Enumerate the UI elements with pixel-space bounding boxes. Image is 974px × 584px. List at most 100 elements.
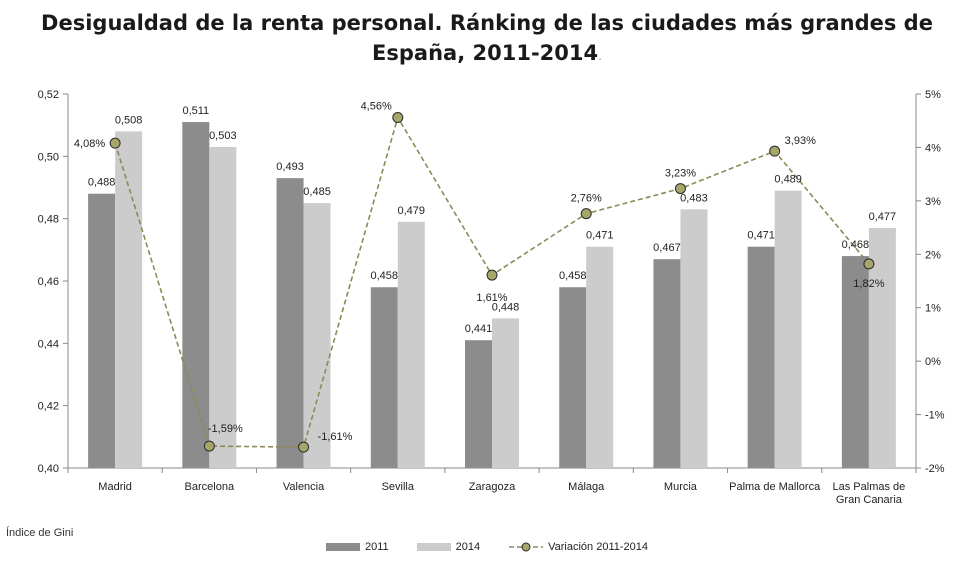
data-label-2014: 0,448 [492,301,520,313]
bar-2014 [397,221,425,468]
x-tick-label: Sevilla [382,481,415,493]
variation-point [863,258,875,270]
y-right-tick-label: 5% [925,89,941,101]
bar-2014 [303,203,331,469]
legend-variation-marker [521,542,531,552]
y-left-tick-label: 0,50 [38,151,59,163]
data-label-2011: 0,468 [842,239,870,251]
y-right-tick-label: 1% [925,303,941,315]
variation-point [580,208,592,220]
x-tick-label: Palma de Mallorca [729,481,821,493]
chart-data-labels: 0,488 0,508 0,511 0,503 0,493 0,485 0,458 0,479… [74,101,896,444]
bar-2011 [747,246,775,468]
y-left-tick-label: 0,48 [38,214,59,226]
chart-title-trail: . [598,49,602,63]
bar-2011 [653,259,681,468]
bar-2014 [492,318,519,468]
x-tick-label: Las Palmas de [833,481,906,493]
y-left-tick-label: 0,42 [38,401,59,413]
data-label-variation: -1,61% [318,431,353,443]
bar-2011 [841,256,869,468]
data-label-2011: 0,471 [747,230,775,242]
data-label-2014: 0,508 [115,114,143,126]
y-right-tick-label: -2% [925,463,945,475]
x-tick-label: Madrid [98,481,132,493]
bar-2011 [559,287,587,468]
y-right-tick-label: 2% [925,249,941,261]
y-left-tick-label: 0,44 [38,338,59,350]
bar-2014 [115,131,143,468]
y-right-tick-label: -1% [925,410,945,422]
bar-2014 [209,146,237,468]
legend-item-variation: Variación 2011-2014 [508,541,648,553]
chart-title-line2: España, 2011-2014. [0,38,974,71]
legend-swatch-2011 [325,543,360,551]
y-right-tick-label: 0% [925,356,941,368]
chart-title-line2-text: España, 2011-2014 [372,41,599,65]
bar-2014 [680,209,708,469]
bar-2011 [370,287,398,468]
x-tick-label: Zaragoza [469,481,516,493]
y-axis-note: Índice de Gini [6,527,74,539]
x-tick-label: Valencia [283,481,325,493]
x-tick-label: Málaga [568,481,605,493]
chart-axes: 0,40 0,42 0,44 0,46 0,48 0,50 0,52 -2% -1% 0% 1% 2%… [38,89,945,506]
legend-item-2014: 2014 [416,541,481,553]
legend-label-2011: 2011 [364,541,389,553]
y-left-tick-label: 0,52 [38,89,59,101]
data-label-2014: 0,485 [303,186,331,198]
bar-2014 [586,246,614,468]
data-label-variation: 3,23% [665,168,696,180]
y-right-tick-label: 3% [925,196,941,208]
variation-point [769,145,781,157]
data-label-variation: 3,93% [785,135,816,147]
data-label-2011: 0,458 [371,270,399,282]
variation-point [674,183,686,195]
x-tick-label: Gran Canaria [836,494,903,506]
legend-swatch-2014 [416,543,451,551]
variation-line-layer [109,112,875,453]
data-label-variation: 4,56% [361,101,392,113]
data-label-2011: 0,493 [276,161,304,173]
chart-bars [88,122,896,469]
data-label-2014: 0,489 [774,174,802,186]
data-label-variation: 2,76% [571,193,602,205]
data-label-2011: 0,511 [182,105,209,117]
bar-2011 [88,193,116,468]
legend-label-variation: Variación 2011-2014 [548,541,649,553]
legend-swatch-variation [509,542,544,552]
data-label-2011: 0,458 [559,270,587,282]
data-label-variation: -1,59% [208,423,243,435]
y-left-tick-label: 0,40 [38,463,59,475]
bar-2011 [182,122,210,469]
bar-2014 [868,228,896,468]
bar-2014 [774,190,802,468]
data-label-2014: 0,483 [680,192,708,204]
variation-point [392,112,404,124]
data-label-2011: 0,441 [465,323,493,335]
data-label-2014: 0,471 [586,230,614,242]
y-right-tick-label: 4% [925,142,941,154]
variation-point [203,440,215,452]
chart-legend: 2011 2014 Variación 2011-2014 [0,541,974,553]
data-label-variation: 1,61% [476,292,507,304]
x-tick-label: Murcia [664,481,698,493]
chart-title-line1: Desigualdad de la renta personal. Ránkin… [41,11,933,35]
data-label-2011: 0,467 [653,242,681,254]
bar-2011 [276,178,304,468]
data-label-2014: 0,477 [869,211,897,223]
x-tick-label: Barcelona [185,481,235,493]
variation-point [109,137,121,149]
data-label-2011: 0,488 [88,177,116,189]
y-left-tick-label: 0,46 [38,276,59,288]
data-label-2014: 0,503 [209,130,237,142]
data-label-2014: 0,479 [398,205,426,217]
data-label-variation: 4,08% [74,138,105,150]
variation-point [486,269,498,281]
variation-point [298,441,310,453]
data-label-variation: 1,82% [853,278,884,290]
bar-2011 [465,340,492,468]
legend-label-2014: 2014 [455,541,481,553]
legend-item-2011: 2011 [325,541,389,553]
